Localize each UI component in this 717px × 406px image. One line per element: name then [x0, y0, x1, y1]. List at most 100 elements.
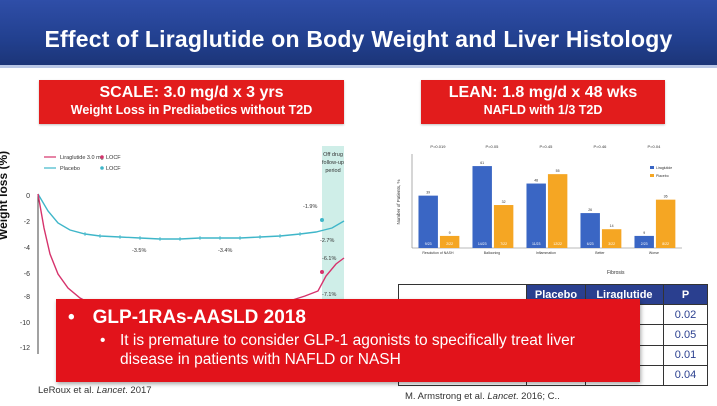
- right-citation-journal: Lancet: [487, 391, 516, 402]
- bar-liraglutide: [580, 213, 600, 248]
- bar-value-label: 32: [502, 200, 506, 204]
- bar-n-label: 8/22: [662, 242, 669, 246]
- bar-n-label: 14/23: [478, 242, 487, 246]
- left-citation-author: LeRoux et al.: [38, 385, 97, 396]
- bar-n-label: 9/23: [425, 242, 432, 246]
- bar-value-label: 9: [449, 231, 451, 235]
- lean-box-subtitle: NAFLD with 1/3 T2D: [483, 103, 603, 117]
- liraglutide-locf-point: [320, 270, 324, 274]
- bar-liraglutide: [472, 166, 492, 248]
- svg-text:-2.7%: -2.7%: [320, 238, 334, 244]
- bar-liraglutide: [634, 235, 654, 248]
- offdrug-label: Off drug follow-up period: [322, 152, 344, 174]
- legend-locf-1: LOCF: [106, 155, 121, 161]
- placebo-line: [37, 193, 345, 240]
- table-header-p: P: [663, 284, 708, 305]
- lean-box-title: LEAN: 1.8 mg/d x 48 wks: [448, 84, 638, 101]
- scale-box-title: SCALE: 3.0 mg/d x 3 yrs: [99, 84, 284, 101]
- bar-p-value: P=0.05: [486, 144, 500, 149]
- bar-placebo: [547, 174, 568, 248]
- right-citation-author: M. Armstrong et al.: [405, 391, 488, 402]
- takeaway-banner: • GLP-1RAs-AASLD 2018 • It is premature to…: [56, 299, 640, 382]
- y-ticks: 0 -2 -4 -6 -8 -10 -12: [20, 193, 30, 352]
- p-value: 0.02: [663, 303, 708, 326]
- bar-value-label: 39: [426, 191, 430, 195]
- bar-p-value: P=0.019: [430, 144, 446, 149]
- svg-text:-6.1%: -6.1%: [322, 256, 336, 262]
- legend-label-placebo: Placebo: [656, 174, 669, 178]
- ytick-6: -12: [20, 345, 30, 352]
- bar-value-label: 55: [556, 169, 560, 173]
- bar-placebo: [655, 199, 676, 248]
- bar-n-label: 7/22: [500, 242, 507, 246]
- p-value: 0.05: [663, 324, 708, 346]
- bar-p-value: P=0.45: [540, 144, 554, 149]
- placebo-locf-point: [320, 218, 324, 222]
- bar-n-label: 12/22: [553, 242, 562, 246]
- bar-category-label: Better: [595, 251, 605, 255]
- bar-chart-x-axis-label: Fibrosis: [607, 270, 625, 276]
- bar-category-label: Worse: [649, 251, 659, 255]
- legend-locf-2: LOCF: [106, 166, 121, 172]
- bar-placebo: [601, 229, 622, 248]
- legend-swatch-placebo: [650, 174, 654, 177]
- svg-text:-3.5%: -3.5%: [132, 248, 146, 254]
- right-citation: M. Armstrong et al. Lancet. 2016; C..: [405, 391, 560, 402]
- bar-n-label: 6/23: [587, 242, 594, 246]
- bar-n-label: 3/22: [608, 242, 615, 246]
- bar-value-label: 36: [664, 195, 668, 199]
- banner-bullet-1: • GLP-1RAs-AASLD 2018: [68, 307, 306, 328]
- left-citation-year: . 2017: [125, 385, 152, 396]
- legend-liraglutide: Liraglutide 3.0 mg: [60, 155, 104, 161]
- bar-value-label: 26: [588, 208, 592, 212]
- legend-placebo: Placebo: [60, 166, 80, 172]
- left-chart-legend: Liraglutide 3.0 mg LOCF Placebo LOCF: [44, 155, 121, 172]
- legend-swatch-liraglutide: [650, 166, 654, 169]
- left-citation-journal: Lancet: [96, 385, 126, 396]
- bar-n-label: 11/23: [532, 242, 541, 246]
- left-citation: LeRoux et al. Lancet. 2017: [38, 385, 152, 396]
- placebo-error-bars: [84, 232, 301, 241]
- bar-p-value: P=0.04: [648, 144, 662, 149]
- bar-liraglutide: [418, 195, 438, 248]
- ytick-5: -10: [20, 320, 30, 327]
- bar-p-value: P=0.46: [594, 144, 608, 149]
- ytick-0: 0: [26, 193, 30, 200]
- ytick-1: -2: [24, 219, 30, 226]
- ytick-4: -8: [24, 294, 30, 301]
- right-citation-year: . 2016; C..: [515, 391, 560, 402]
- bar-category-label: Inflammation: [536, 251, 556, 255]
- banner-bullet-2: • It is premature to consider GLP-1 agoni…: [100, 331, 630, 369]
- svg-text:follow-up: follow-up: [322, 160, 344, 166]
- scale-study-box: SCALE: 3.0 mg/d x 3 yrs Weight Loss in P…: [39, 80, 344, 124]
- banner-bullet-1-text: GLP-1RAs-AASLD 2018: [92, 307, 306, 328]
- left-annotations: -3.5% -3.4% -1.9% -2.7% -6.1% -7.1%: [132, 204, 336, 298]
- lean-study-box: LEAN: 1.8 mg/d x 48 wks NAFLD with 1/3 T…: [421, 80, 665, 124]
- ytick-3: -6: [24, 271, 30, 278]
- svg-text:-1.9%: -1.9%: [303, 204, 317, 210]
- svg-text:period: period: [325, 168, 340, 174]
- bar-value-label: 61: [480, 161, 484, 165]
- svg-text:-3.4%: -3.4%: [218, 248, 232, 254]
- ytick-2: -4: [24, 245, 30, 252]
- banner-bullet-2-text: It is premature to consider GLP-1 agonis…: [120, 332, 575, 368]
- bar-value-label: 9: [643, 231, 645, 235]
- legend-label-liraglutide: Liraglutide: [656, 166, 672, 170]
- scale-box-subtitle: Weight Loss in Prediabetics without T2D: [70, 103, 313, 117]
- title-bar: Effect of Liraglutide on Body Weight and…: [0, 0, 717, 68]
- bar-y-axis-label: Number of Patients, %: [396, 179, 401, 224]
- svg-text:Off drug: Off drug: [323, 152, 343, 158]
- bar-n-label: 2/23: [641, 242, 648, 246]
- svg-text:-7.1%: -7.1%: [322, 292, 336, 298]
- bar-n-label: 2/22: [446, 242, 453, 246]
- bar-value-label: 14: [610, 224, 614, 228]
- bar-liraglutide: [526, 183, 546, 248]
- bar-placebo: [439, 235, 460, 248]
- bar-value-label: 48: [534, 179, 538, 183]
- nafld-bar-chart: Number of Patients, % 39 9 9/23 2/22 P=0.019 R…: [396, 144, 682, 255]
- p-value: 0.01: [663, 344, 708, 366]
- bar-category-label: Resolution of NASH: [422, 251, 454, 255]
- slide-title: Effect of Liraglutide on Body Weight and…: [44, 26, 673, 52]
- bar-placebo: [493, 205, 514, 248]
- p-value: 0.04: [663, 364, 708, 387]
